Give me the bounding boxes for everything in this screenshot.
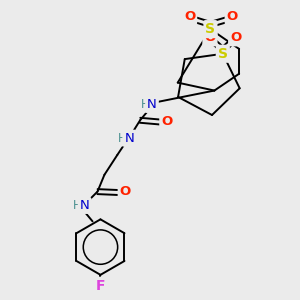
Text: N: N (124, 132, 134, 145)
Text: N: N (80, 199, 89, 212)
Text: H: H (73, 199, 82, 212)
Text: O: O (204, 32, 216, 44)
Text: O: O (161, 115, 172, 128)
Text: O: O (230, 32, 241, 44)
Text: H: H (118, 132, 127, 145)
Text: O: O (226, 10, 238, 23)
Text: O: O (184, 10, 195, 23)
Text: S: S (218, 47, 228, 61)
Text: S: S (206, 22, 215, 36)
Text: F: F (96, 279, 105, 293)
Text: H: H (141, 98, 149, 111)
Text: N: N (147, 98, 157, 111)
Text: O: O (120, 185, 131, 198)
